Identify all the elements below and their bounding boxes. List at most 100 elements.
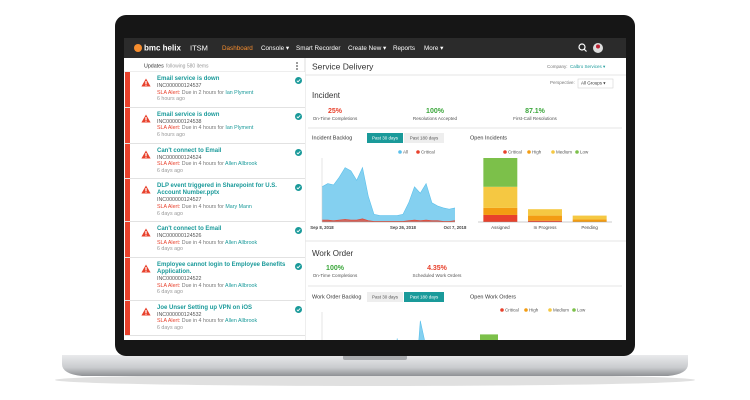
assignee[interactable]: Allen Allbrook — [225, 318, 258, 325]
bar-segment — [483, 186, 518, 208]
perspective-select[interactable]: All Groups ▾ — [581, 81, 606, 86]
sla-stripe — [125, 107, 130, 143]
update-item: Employee cannot login to Employee Benefi… — [125, 257, 305, 301]
x-tick-label: Assigned — [491, 225, 510, 230]
update-title[interactable]: Email service is down — [157, 111, 220, 118]
status-check[interactable] — [295, 112, 302, 120]
update-title[interactable]: Can't connect to Email — [157, 147, 222, 154]
screen-content: bmc helix ITSM Updates following 580 ite… — [124, 38, 626, 340]
x-tick-label: Sep 8, 2018 — [310, 225, 334, 230]
legend-dot — [548, 308, 552, 312]
time-ago: 6 days ago — [157, 167, 183, 174]
x-tick-label: Sep 26, 2018 — [390, 225, 416, 230]
legend-dot — [500, 308, 504, 312]
x-tick-label: Oct 7, 2018 — [444, 225, 467, 230]
laptop-base — [62, 355, 688, 376]
menu-dots[interactable] — [296, 62, 298, 70]
brand-logo — [134, 44, 142, 52]
bar-segment — [572, 215, 607, 220]
search-icon[interactable] — [578, 43, 587, 52]
incident-id: INC000000124522 — [157, 275, 202, 282]
sla-line: SLA Alert: Due in 4 hours for Mary Mann — [157, 204, 289, 211]
company-select[interactable]: Calbro Services ▾ — [570, 64, 606, 69]
perspective-box[interactable] — [577, 78, 614, 89]
panel-title: Open Work Orders — [470, 294, 516, 300]
range-button[interactable] — [404, 133, 444, 143]
sla-prefix: SLA Alert: — [157, 89, 181, 96]
time-ago: 6 days ago — [157, 210, 183, 217]
sla-line: SLA Alert: Due in 4 hours for Ian Plymen… — [157, 125, 289, 132]
status-check[interactable] — [295, 184, 302, 192]
range-button-label[interactable]: Past 30 days — [372, 135, 399, 140]
assignee[interactable]: Allen Allbrook — [225, 161, 258, 168]
update-title[interactable]: Employee cannot login to Employee Benefi… — [157, 261, 286, 275]
assignee[interactable]: Ian Plyment — [225, 89, 254, 96]
legend-label: Medium — [556, 149, 572, 154]
update-title[interactable]: DLP event triggered in Sharepoint for U.… — [157, 183, 277, 197]
warning-icon — [141, 185, 151, 194]
sla-stripe — [125, 222, 130, 257]
bar-segment — [528, 220, 562, 222]
bar-segment — [483, 207, 518, 215]
legend-dot — [503, 150, 507, 154]
nav-item[interactable]: Create New ▾ — [348, 45, 386, 52]
legend-label: High — [529, 307, 539, 312]
nav-bar — [124, 38, 626, 58]
updates-title: Updates — [144, 63, 164, 69]
nav-item[interactable]: Smart Recorder — [296, 45, 340, 52]
incident-id: INC000000124537 — [157, 83, 202, 89]
assignee[interactable]: Mary Mann — [225, 203, 252, 210]
area-shade — [397, 320, 425, 340]
time-ago: 6 days ago — [157, 324, 183, 331]
sla-line: SLA Alert: Due in 4 hours for Allen Allb… — [157, 240, 289, 247]
area-line — [321, 166, 456, 216]
sla-text: Due in 4 hours for — [181, 161, 224, 168]
update-item: Email service is down INC000000124538 SLA … — [125, 107, 305, 144]
nav-item[interactable]: Dashboard — [222, 45, 253, 52]
stat-value: 4.35% — [427, 265, 448, 272]
stat-label: On-Time Completions — [313, 116, 358, 121]
warning-icon — [141, 114, 151, 123]
update-title[interactable]: Can't connect to Email — [157, 226, 222, 233]
nav-item[interactable]: More ▾ — [424, 45, 443, 52]
section-title: Work Order — [312, 249, 354, 258]
warning-icon — [141, 228, 151, 237]
range-button[interactable] — [367, 292, 403, 302]
status-check[interactable] — [295, 227, 302, 235]
range-button-label[interactable]: Past 180 days — [410, 135, 439, 140]
status-check[interactable] — [295, 305, 302, 313]
status-check[interactable] — [295, 77, 302, 84]
area-shade — [322, 218, 455, 222]
sla-prefix: SLA Alert: — [157, 282, 181, 289]
nav-item[interactable]: Console ▾ — [261, 45, 289, 52]
status-check[interactable] — [295, 148, 302, 156]
range-button-label[interactable]: Past 30 days — [372, 294, 399, 299]
assignee[interactable]: Ian Plyment — [225, 125, 254, 132]
stat-value: 100% — [326, 265, 345, 272]
range-button[interactable] — [367, 133, 403, 143]
range-button-label[interactable]: Past 180 days — [410, 294, 439, 299]
nav-item[interactable]: Reports — [393, 45, 415, 52]
legend-dot — [527, 150, 531, 154]
legend-label: Low — [577, 307, 586, 312]
status-check[interactable] — [295, 262, 302, 270]
legend-dot — [416, 150, 420, 154]
updates-list: Email service is down INC000000124537 SLA … — [125, 72, 305, 340]
legend-label: Critical — [505, 307, 519, 312]
stat-value: 25% — [328, 108, 343, 115]
sla-stripe — [125, 257, 130, 300]
area-shade — [322, 167, 455, 222]
panel-title: Work Order Backlog — [312, 294, 361, 300]
warning-icon — [141, 150, 151, 159]
product: ITSM — [190, 43, 208, 52]
update-item: Can't connect to Email INC000000124526 SLA… — [125, 222, 305, 258]
stat-value: 87.1% — [525, 108, 546, 115]
sla-stripe — [125, 72, 130, 107]
update-title[interactable]: Email service is down — [157, 76, 220, 82]
sla-text: Due in 4 hours for — [181, 282, 224, 289]
range-button[interactable] — [404, 292, 444, 302]
sla-text: Due in 4 hours for — [181, 125, 224, 132]
update-title[interactable]: Joe Unser Setting up VPN on iOS — [157, 304, 253, 311]
assignee[interactable]: Allen Allbrook — [225, 239, 258, 246]
assignee[interactable]: Allen Allbrook — [225, 282, 258, 289]
